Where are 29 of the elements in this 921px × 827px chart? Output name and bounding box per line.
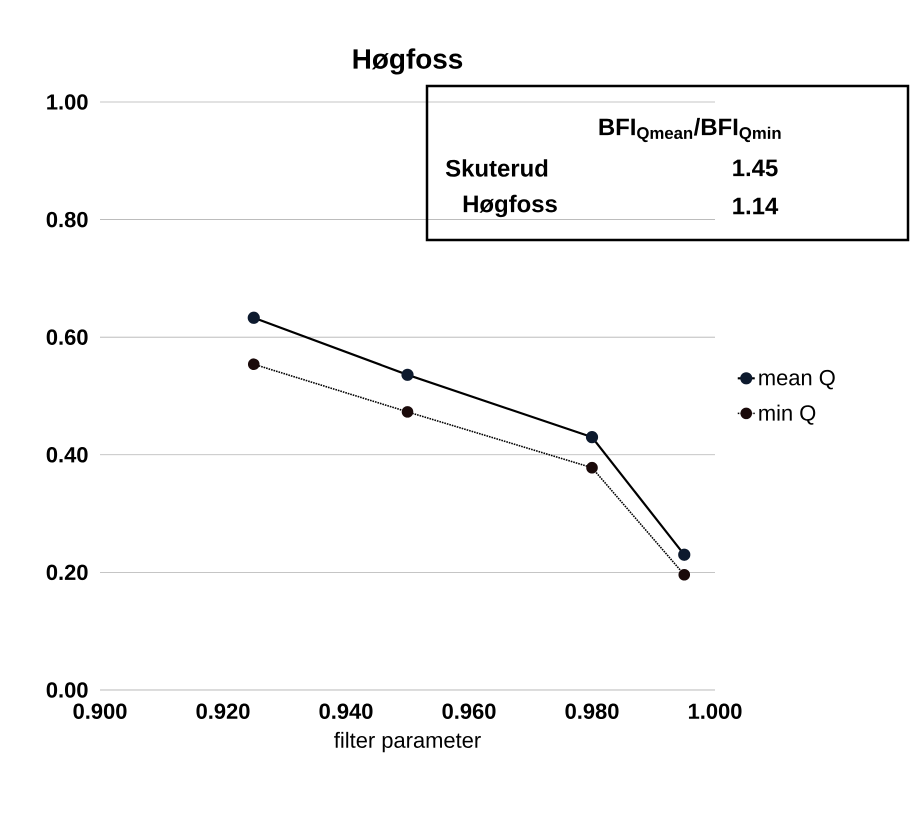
y-tick-label: 1.00 [47,94,88,110]
text: 1.45 [733,160,778,176]
point [248,358,260,370]
legend-label: mean Q [759,370,835,390]
x-axis-title: filter parameter [334,732,481,752]
annotation: BFI$_{Qmean}$/BFI$_{Qmin}$ [600,118,781,142]
x-tick-label: 0.960 [442,703,496,720]
annotation: Høgfoss [464,194,557,218]
x-tick-label: 0.900 [73,703,127,720]
point [586,462,598,474]
x-tick-label: 0.940 [319,703,373,720]
y-tick-label: 0.00 [46,682,88,698]
legend-label: min Q [759,404,816,425]
y-tick-label: 0.80 [46,212,88,228]
point [678,548,690,561]
y-tick-label: 0.40 [46,447,88,463]
text: 1.14 [733,198,778,214]
point [401,368,414,381]
point [248,312,260,324]
y-tick-label: 0.20 [46,564,88,580]
x-tick-label: 0.980 [565,703,619,720]
point [678,568,690,581]
point [586,431,598,444]
annotation: Skuterud [446,159,548,177]
point [402,406,414,418]
chart-title: Høgfoss [354,48,462,74]
x-tick-label: 0.920 [196,703,250,720]
y-tick-label: 0.60 [46,329,88,345]
x-tick-label: 1.000 [688,703,742,720]
